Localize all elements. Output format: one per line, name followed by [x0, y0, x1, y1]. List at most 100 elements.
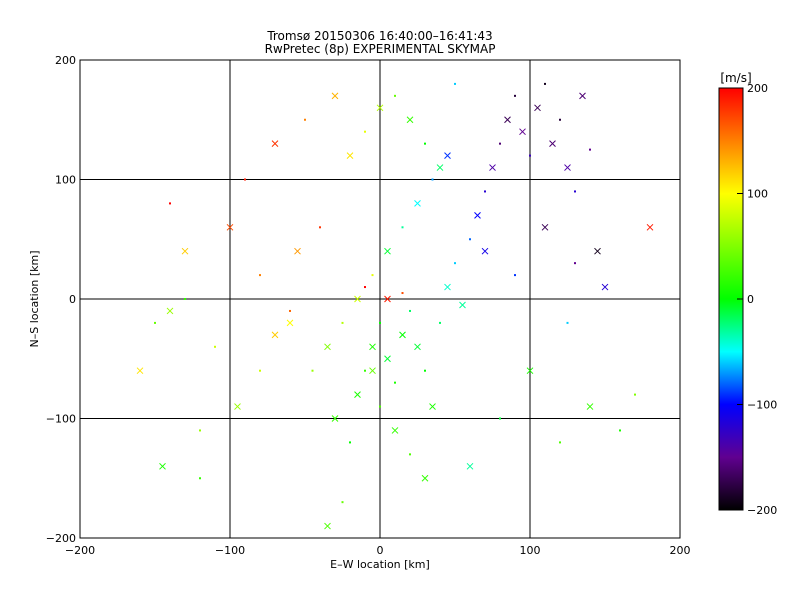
data-point-cross — [324, 343, 331, 351]
data-point-cross — [466, 462, 474, 470]
data-point-dot — [394, 381, 396, 384]
data-point-cross — [646, 223, 654, 231]
data-point-cross — [429, 403, 436, 410]
colorbar-tick-label: 200 — [747, 82, 768, 95]
data-point-dot — [394, 94, 396, 97]
data-point-cross — [579, 92, 586, 100]
data-point-cross — [391, 427, 399, 434]
data-point-cross — [331, 415, 339, 422]
data-point-cross — [489, 164, 496, 171]
data-point-dot — [529, 154, 531, 157]
data-point-cross — [399, 331, 406, 339]
data-point-dot — [431, 178, 434, 181]
data-point-dot — [364, 286, 366, 289]
data-point-dot — [544, 82, 546, 85]
data-point-cross — [474, 211, 481, 219]
x-axis-label: E–W location [km] — [330, 558, 430, 571]
data-point-dot — [559, 118, 561, 121]
y-tick-label: 200 — [55, 54, 76, 67]
data-point-cross — [594, 247, 601, 255]
data-point-cross — [526, 367, 534, 375]
data-point-cross — [354, 391, 361, 398]
y-tick-label: 100 — [55, 174, 76, 187]
data-point-dot — [379, 405, 381, 408]
data-point-dot — [244, 178, 246, 181]
data-point-dot — [401, 226, 404, 229]
data-point-dot — [499, 417, 501, 420]
data-point-cross — [564, 164, 571, 171]
x-tick-label: 0 — [377, 544, 384, 557]
chart-subtitle: RwPretec (8p) EXPERIMENTAL SKYMAP — [265, 42, 496, 56]
data-point-cross — [384, 355, 391, 363]
data-point-cross — [234, 403, 241, 410]
data-point-cross — [354, 295, 361, 303]
data-point-cross — [331, 92, 339, 100]
data-point-cross — [369, 367, 376, 375]
data-point-dot — [454, 82, 456, 85]
data-point-dot — [439, 321, 441, 324]
data-point-dot — [499, 142, 501, 145]
data-point-cross — [271, 140, 279, 148]
data-point-dot — [574, 190, 576, 193]
data-point-dot — [424, 369, 426, 372]
data-point-cross — [384, 247, 391, 255]
x-tick-label: −200 — [65, 544, 95, 557]
data-point-dot — [514, 274, 516, 277]
data-point-dot — [169, 202, 171, 205]
chart-title: Tromsø 20150306 16:40:00–16:41:43 — [266, 29, 492, 43]
data-point-dot — [184, 298, 186, 300]
y-tick-label: −200 — [46, 532, 76, 545]
data-point-cross — [406, 116, 414, 124]
data-point-dot — [364, 130, 366, 133]
data-point-dot — [619, 429, 621, 432]
colorbar-tick-label: 0 — [747, 293, 754, 306]
data-point-cross — [481, 247, 489, 255]
data-point-dot — [199, 477, 201, 480]
data-point-cross — [421, 474, 429, 482]
data-point-dot — [454, 262, 456, 265]
data-point-cross — [181, 247, 189, 255]
data-point-cross — [459, 301, 466, 309]
data-point-cross — [541, 223, 549, 231]
y-axis-label: N–S location [km] — [28, 250, 41, 347]
data-point-dot — [154, 321, 156, 324]
data-point-cross — [601, 283, 609, 291]
colorbar-tick-label: −200 — [747, 504, 777, 517]
data-point-dot — [484, 190, 486, 193]
data-point-cross — [534, 104, 541, 112]
data-point-dot — [371, 274, 374, 277]
data-point-dot — [364, 369, 366, 372]
data-point-cross — [324, 522, 331, 530]
data-point-cross — [444, 283, 451, 291]
data-point-cross — [159, 462, 166, 470]
data-point-dot — [319, 226, 321, 229]
data-point-dot — [634, 393, 636, 396]
data-point-cross — [226, 223, 234, 231]
data-point-cross — [549, 140, 556, 148]
y-tick-label: 0 — [69, 293, 76, 306]
x-tick-label: 100 — [520, 544, 541, 557]
data-point-cross — [444, 152, 451, 159]
data-point-cross — [504, 116, 511, 124]
data-point-dot — [401, 292, 404, 295]
data-point-dot — [566, 321, 569, 324]
data-point-cross — [286, 319, 294, 327]
data-point-dot — [259, 274, 261, 277]
data-point-dot — [341, 321, 344, 324]
data-point-cross — [346, 152, 354, 159]
data-point-dot — [259, 369, 261, 372]
data-point-dot — [214, 345, 216, 348]
data-point-dot — [574, 262, 576, 265]
data-points — [136, 82, 654, 530]
data-point-cross — [414, 343, 421, 351]
data-point-dot — [379, 321, 381, 324]
data-point-dot — [311, 369, 314, 372]
data-point-dot — [349, 441, 351, 444]
data-point-dot — [514, 94, 516, 97]
data-point-cross — [271, 331, 279, 339]
x-axis-ticks: −200 −100 0 100 200 — [65, 544, 691, 557]
data-point-cross — [376, 104, 384, 112]
y-tick-label: −100 — [46, 413, 76, 426]
data-point-cross — [369, 343, 376, 351]
